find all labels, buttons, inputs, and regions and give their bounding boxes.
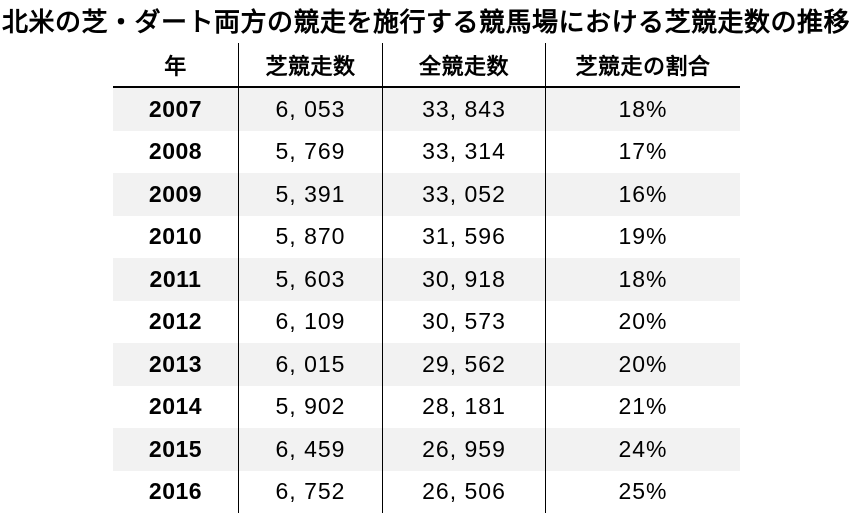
cell-turf-races: 5, 391: [238, 173, 382, 216]
cell-total-races: 33, 052: [382, 173, 545, 216]
cell-total-races: 33, 314: [382, 130, 545, 173]
table-header-row: 年 芝競走数 全競走数 芝競走の割合: [113, 43, 740, 88]
cell-turf-races: 6, 752: [238, 470, 382, 513]
table-row: 2012 6, 109 30, 573 20%: [113, 300, 740, 343]
cell-turf-races: 5, 902: [238, 385, 382, 428]
table-body: 2007 6, 053 33, 843 18% 2008 5, 769 33, 314 17%…: [113, 88, 740, 513]
header-total-races: 全競走数: [382, 43, 545, 86]
cell-total-races: 30, 918: [382, 258, 545, 301]
cell-turf-ratio: 20%: [545, 343, 740, 386]
cell-year: 2010: [148, 223, 203, 250]
cell-turf-ratio: 21%: [545, 385, 740, 428]
table-row: 2013 6, 015 29, 562 20%: [113, 343, 740, 386]
cell-year: 2008: [148, 138, 203, 165]
table-row: 2009 5, 391 33, 052 16%: [113, 173, 740, 216]
table-row: 2010 5, 870 31, 596 19%: [113, 215, 740, 258]
table-row: 2008 5, 769 33, 314 17%: [113, 130, 740, 173]
header-year: 年: [164, 53, 187, 79]
cell-turf-races: 6, 053: [238, 88, 382, 131]
table-row: 2007 6, 053 33, 843 18%: [113, 88, 740, 131]
cell-turf-ratio: 18%: [545, 258, 740, 301]
cell-year: 2011: [149, 265, 202, 292]
cell-turf-races: 6, 459: [238, 428, 382, 471]
cell-total-races: 29, 562: [382, 343, 545, 386]
cell-total-races: 28, 181: [382, 385, 545, 428]
cell-turf-ratio: 17%: [545, 130, 740, 173]
cell-turf-races: 5, 870: [238, 215, 382, 258]
cell-total-races: 33, 843: [382, 88, 545, 131]
header-turf-ratio: 芝競走の割合: [545, 43, 740, 86]
cell-turf-ratio: 16%: [545, 173, 740, 216]
cell-turf-ratio: 18%: [545, 88, 740, 131]
cell-turf-ratio: 19%: [545, 215, 740, 258]
header-turf-races: 芝競走数: [238, 43, 382, 86]
cell-total-races: 31, 596: [382, 215, 545, 258]
table-title: 北米の芝・ダート両方の競走を施行する競馬場における芝競走数の推移: [2, 7, 851, 37]
cell-turf-races: 5, 769: [238, 130, 382, 173]
table-row: 2011 5, 603 30, 918 18%: [113, 258, 740, 301]
cell-year: 2013: [148, 350, 203, 377]
cell-year: 2012: [148, 308, 203, 335]
cell-turf-races: 6, 015: [238, 343, 382, 386]
cell-total-races: 26, 959: [382, 428, 545, 471]
cell-year: 2014: [148, 393, 203, 420]
cell-year: 2007: [148, 95, 203, 122]
table-row: 2016 6, 752 26, 506 25%: [113, 470, 740, 513]
cell-year: 2009: [148, 180, 203, 207]
cell-year: 2016: [148, 478, 203, 505]
cell-turf-ratio: 25%: [545, 470, 740, 513]
table-row: 2014 5, 902 28, 181 21%: [113, 385, 740, 428]
cell-year: 2015: [148, 435, 203, 462]
cell-turf-ratio: 24%: [545, 428, 740, 471]
data-table: 年 芝競走数 全競走数 芝競走の割合 2007 6, 053 33, 843 18% 2…: [113, 43, 740, 513]
cell-turf-races: 6, 109: [238, 300, 382, 343]
cell-turf-ratio: 20%: [545, 300, 740, 343]
cell-turf-races: 5, 603: [238, 258, 382, 301]
cell-total-races: 30, 573: [382, 300, 545, 343]
table-row: 2015 6, 459 26, 959 24%: [113, 428, 740, 471]
cell-total-races: 26, 506: [382, 470, 545, 513]
